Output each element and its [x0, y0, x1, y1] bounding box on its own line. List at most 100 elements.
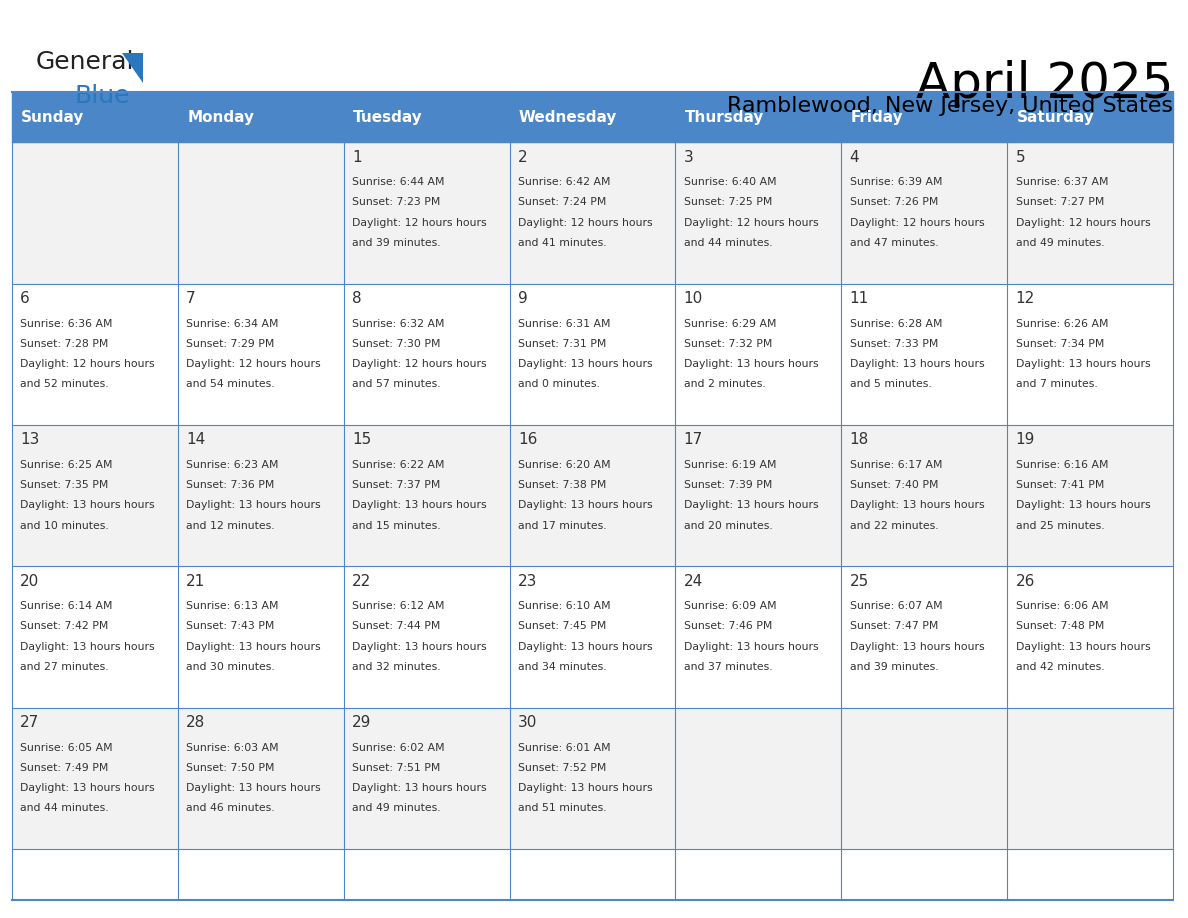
Text: Daylight: 13 hours hours: Daylight: 13 hours hours	[20, 500, 154, 510]
FancyBboxPatch shape	[676, 142, 841, 284]
FancyBboxPatch shape	[510, 284, 676, 425]
Text: 3: 3	[684, 150, 694, 164]
Text: Sunset: 7:38 PM: Sunset: 7:38 PM	[518, 480, 606, 490]
Text: Sunrise: 6:05 AM: Sunrise: 6:05 AM	[20, 743, 113, 753]
Text: Sunrise: 6:23 AM: Sunrise: 6:23 AM	[187, 460, 278, 470]
Text: Sunset: 7:36 PM: Sunset: 7:36 PM	[187, 480, 274, 490]
Text: Sunset: 7:34 PM: Sunset: 7:34 PM	[1016, 339, 1104, 349]
Text: Daylight: 13 hours hours: Daylight: 13 hours hours	[849, 642, 985, 652]
Text: Tuesday: Tuesday	[353, 109, 423, 125]
Text: 12: 12	[1016, 291, 1035, 306]
Text: April 2025: April 2025	[916, 60, 1174, 107]
Text: 7: 7	[187, 291, 196, 306]
Text: Sunrise: 6:26 AM: Sunrise: 6:26 AM	[1016, 319, 1108, 329]
Text: Sunrise: 6:22 AM: Sunrise: 6:22 AM	[352, 460, 444, 470]
Text: Daylight: 12 hours hours: Daylight: 12 hours hours	[1016, 218, 1150, 228]
Text: Sunset: 7:39 PM: Sunset: 7:39 PM	[684, 480, 772, 490]
Text: Daylight: 13 hours hours: Daylight: 13 hours hours	[187, 783, 321, 793]
Text: Sunset: 7:25 PM: Sunset: 7:25 PM	[684, 197, 772, 207]
Text: Sunrise: 6:12 AM: Sunrise: 6:12 AM	[352, 601, 444, 611]
Text: 16: 16	[518, 432, 537, 447]
Text: 6: 6	[20, 291, 30, 306]
Text: Daylight: 13 hours hours: Daylight: 13 hours hours	[187, 642, 321, 652]
Text: Daylight: 13 hours hours: Daylight: 13 hours hours	[187, 500, 321, 510]
Text: 23: 23	[518, 574, 537, 588]
Text: Sunset: 7:43 PM: Sunset: 7:43 PM	[187, 621, 274, 632]
Text: Sunset: 7:41 PM: Sunset: 7:41 PM	[1016, 480, 1104, 490]
Text: Sunrise: 6:17 AM: Sunrise: 6:17 AM	[849, 460, 942, 470]
FancyBboxPatch shape	[841, 142, 1007, 284]
Text: and 37 minutes.: and 37 minutes.	[684, 662, 772, 672]
Text: Sunset: 7:48 PM: Sunset: 7:48 PM	[1016, 621, 1104, 632]
FancyBboxPatch shape	[343, 92, 510, 142]
Text: and 0 minutes.: and 0 minutes.	[518, 379, 600, 389]
FancyBboxPatch shape	[1007, 284, 1174, 425]
Text: 1: 1	[352, 150, 361, 164]
Text: Sunset: 7:29 PM: Sunset: 7:29 PM	[187, 339, 274, 349]
Text: and 57 minutes.: and 57 minutes.	[352, 379, 441, 389]
Text: 17: 17	[684, 432, 703, 447]
Text: Daylight: 12 hours hours: Daylight: 12 hours hours	[352, 359, 487, 369]
Text: and 54 minutes.: and 54 minutes.	[187, 379, 274, 389]
Text: Monday: Monday	[188, 109, 254, 125]
Text: Ramblewood, New Jersey, United States: Ramblewood, New Jersey, United States	[727, 96, 1174, 117]
Text: Sunset: 7:24 PM: Sunset: 7:24 PM	[518, 197, 606, 207]
Polygon shape	[122, 53, 144, 83]
Text: Daylight: 13 hours hours: Daylight: 13 hours hours	[684, 500, 819, 510]
Text: Sunset: 7:51 PM: Sunset: 7:51 PM	[352, 763, 441, 773]
Text: 27: 27	[20, 715, 39, 730]
Text: Sunset: 7:30 PM: Sunset: 7:30 PM	[352, 339, 441, 349]
Text: and 41 minutes.: and 41 minutes.	[518, 238, 607, 248]
Text: Saturday: Saturday	[1017, 109, 1094, 125]
Text: Sunset: 7:33 PM: Sunset: 7:33 PM	[849, 339, 939, 349]
FancyBboxPatch shape	[510, 708, 676, 849]
Text: Sunset: 7:40 PM: Sunset: 7:40 PM	[849, 480, 939, 490]
Text: 4: 4	[849, 150, 859, 164]
FancyBboxPatch shape	[510, 142, 676, 284]
Text: 9: 9	[518, 291, 527, 306]
Text: Sunset: 7:35 PM: Sunset: 7:35 PM	[20, 480, 108, 490]
FancyBboxPatch shape	[12, 142, 178, 284]
Text: Daylight: 13 hours hours: Daylight: 13 hours hours	[1016, 359, 1150, 369]
Text: Sunrise: 6:42 AM: Sunrise: 6:42 AM	[518, 177, 611, 187]
Text: and 10 minutes.: and 10 minutes.	[20, 521, 109, 531]
Text: Daylight: 12 hours hours: Daylight: 12 hours hours	[352, 218, 487, 228]
Text: Sunrise: 6:28 AM: Sunrise: 6:28 AM	[849, 319, 942, 329]
FancyBboxPatch shape	[1007, 708, 1174, 849]
Text: Daylight: 13 hours hours: Daylight: 13 hours hours	[352, 642, 487, 652]
Text: and 32 minutes.: and 32 minutes.	[352, 662, 441, 672]
Text: and 17 minutes.: and 17 minutes.	[518, 521, 607, 531]
Text: Sunrise: 6:40 AM: Sunrise: 6:40 AM	[684, 177, 777, 187]
Text: Sunrise: 6:16 AM: Sunrise: 6:16 AM	[1016, 460, 1108, 470]
Text: Sunrise: 6:34 AM: Sunrise: 6:34 AM	[187, 319, 278, 329]
Text: General: General	[36, 50, 134, 74]
Text: and 34 minutes.: and 34 minutes.	[518, 662, 607, 672]
Text: 30: 30	[518, 715, 537, 730]
Text: Sunset: 7:46 PM: Sunset: 7:46 PM	[684, 621, 772, 632]
Text: Sunset: 7:52 PM: Sunset: 7:52 PM	[518, 763, 606, 773]
FancyBboxPatch shape	[841, 708, 1007, 849]
Text: and 22 minutes.: and 22 minutes.	[849, 521, 939, 531]
Text: Sunrise: 6:25 AM: Sunrise: 6:25 AM	[20, 460, 113, 470]
FancyBboxPatch shape	[1007, 142, 1174, 284]
Text: Sunrise: 6:10 AM: Sunrise: 6:10 AM	[518, 601, 611, 611]
Text: 28: 28	[187, 715, 206, 730]
Text: Daylight: 12 hours hours: Daylight: 12 hours hours	[187, 359, 321, 369]
Text: Sunrise: 6:01 AM: Sunrise: 6:01 AM	[518, 743, 611, 753]
Text: Sunrise: 6:29 AM: Sunrise: 6:29 AM	[684, 319, 776, 329]
FancyBboxPatch shape	[676, 708, 841, 849]
Text: Daylight: 12 hours hours: Daylight: 12 hours hours	[518, 218, 652, 228]
FancyBboxPatch shape	[676, 566, 841, 708]
Text: and 47 minutes.: and 47 minutes.	[849, 238, 939, 248]
Text: and 51 minutes.: and 51 minutes.	[518, 803, 607, 813]
Text: and 52 minutes.: and 52 minutes.	[20, 379, 109, 389]
FancyBboxPatch shape	[510, 92, 676, 142]
Text: Sunrise: 6:31 AM: Sunrise: 6:31 AM	[518, 319, 611, 329]
Text: 19: 19	[1016, 432, 1035, 447]
FancyBboxPatch shape	[510, 566, 676, 708]
Text: Sunset: 7:47 PM: Sunset: 7:47 PM	[849, 621, 939, 632]
FancyBboxPatch shape	[343, 425, 510, 566]
FancyBboxPatch shape	[343, 708, 510, 849]
FancyBboxPatch shape	[676, 425, 841, 566]
FancyBboxPatch shape	[841, 425, 1007, 566]
